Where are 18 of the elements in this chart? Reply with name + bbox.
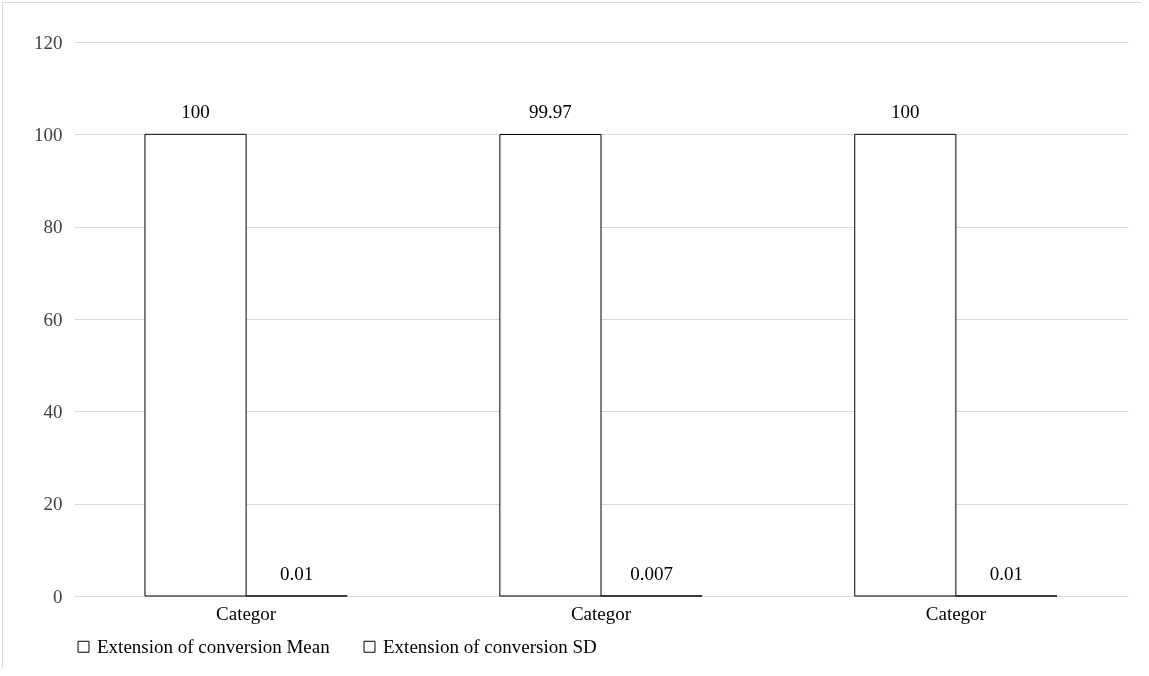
y-tick-label: 80	[43, 216, 63, 238]
data-label: 0.01	[989, 562, 1024, 584]
x-tick-label: Categor	[216, 602, 277, 624]
y-tick-label: 100	[34, 123, 63, 145]
data-label: 100	[181, 101, 210, 123]
y-tick-label: 20	[43, 493, 63, 515]
y-tick-label: 0	[53, 585, 63, 607]
y-tick-label: 120	[34, 31, 63, 53]
data-label: 100	[891, 101, 920, 123]
data-label: 0.007	[630, 562, 673, 584]
y-tick-label: 60	[43, 308, 63, 330]
x-tick-label: Categor	[925, 602, 987, 624]
data-label: 99.97	[529, 101, 572, 123]
y-tick-label: 40	[43, 400, 63, 422]
legend-label: Extension of conversion Mean	[97, 635, 331, 657]
data-label: 0.01	[280, 562, 314, 584]
x-tick-label: Categor	[570, 602, 632, 624]
legend-label: Extension of conversion SD	[383, 635, 597, 657]
